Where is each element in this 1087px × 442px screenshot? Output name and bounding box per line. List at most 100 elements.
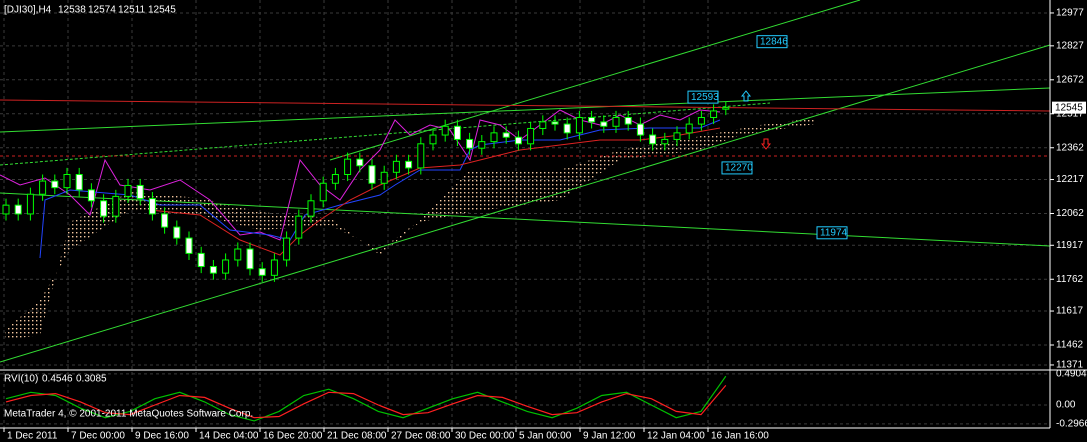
y-tick-label: 12062 [1056,208,1084,219]
trend-line [0,87,1051,133]
candle-body [612,117,620,127]
y-tick-label: 11462 [1056,340,1084,351]
rvi-signal-line [5,385,727,419]
candle-body [685,123,693,134]
x-tick-label: 1 Dec 2011 [7,431,58,442]
candle-body [490,132,498,143]
candle-body [344,158,352,175]
x-tick-label: 7 Dec 00:00 [71,431,125,442]
price-label-box [816,226,848,240]
candle-body [51,180,59,189]
candle-body [258,268,266,276]
candle-body [575,117,583,134]
candle-body [39,180,47,195]
candle-body [222,259,230,274]
price-label: 11974 [820,227,848,238]
candle-body [563,123,571,134]
candle-body [673,132,681,140]
candle-body [392,160,400,173]
y-tick-label: 12362 [1056,142,1084,153]
header-open: 12538 [58,5,86,16]
x-tick-label: 16 Jan 16:00 [711,431,769,442]
candle-body [478,141,486,149]
y-tick-label: 11917 [1056,240,1084,251]
price-label: 12270 [725,163,753,174]
trend-line [329,0,861,161]
candle-body [527,127,535,145]
candle-body [514,136,522,145]
rvi-title: RVI(10) [4,374,38,385]
trend-line [0,102,771,166]
price-label-box [687,90,719,104]
candle-body [624,117,632,125]
candle-body [209,266,217,274]
candle-body [87,189,95,202]
candle-body [649,134,657,145]
price-label: 12593 [691,92,719,103]
candle-body [551,121,559,125]
candle-body [368,165,376,184]
candle-body [307,200,315,217]
candle-body [453,125,461,140]
candle-body [356,158,364,167]
x-tick-label: 21 Dec 08:00 [327,431,387,442]
candle-body [234,248,242,261]
candle-body [405,160,413,169]
candle-body [441,125,449,136]
candle-body [697,117,705,125]
y-tick-label: 12517 [1056,108,1084,119]
candle-body [270,259,278,276]
y-tick-label: 12217 [1056,174,1084,185]
header-low: 12511 [118,5,146,16]
candle-body [112,195,120,217]
rvi-pane: 0.4904 0.00 -0.2966 [0,369,1087,430]
candle-body [722,107,730,110]
header-close: 12545 [148,5,176,16]
x-tick-label: 14 Dec 04:00 [199,431,259,442]
grid [0,0,1050,428]
rvi-main-value: 0.4546 [42,374,73,385]
price-label: 12846 [760,36,788,47]
x-tick-label: 30 Dec 00:00 [455,431,515,442]
y-tick-label: 12977 [1056,8,1084,19]
trend-line [0,192,1051,247]
candle-body [75,173,83,191]
trend-line [0,44,1051,363]
current-price-box [1052,101,1086,114]
x-tick-label: 5 Jan 00:00 [519,431,572,442]
candle-body [380,171,388,184]
candle-body [26,193,34,215]
candle-body [136,184,144,200]
candle-body [283,237,291,261]
x-tick-label: 9 Jan 12:00 [583,431,636,442]
ichimoku-cloud [5,118,815,340]
candle-body [466,138,474,149]
labels: 12977 12827 12672 12517 12362 12217 12062 11917… [3,8,1086,442]
current-price: 12545 [1055,102,1083,113]
price-label-box [721,161,753,175]
rvi-tick-label: 0.4904 [1056,369,1087,380]
candle-body [417,143,425,169]
copyright: MetaTrader 4, © 2001-2011 MetaQuotes Sof… [4,409,253,420]
candle-body [2,204,10,215]
candle-body [148,198,156,215]
candle-body [173,226,181,239]
y-tick-label: 11762 [1056,274,1084,285]
candle-body [539,121,547,129]
price-label-box [756,35,788,49]
symbol: [DJI30],H4 [4,5,52,16]
candle-body [710,110,718,119]
candle-body [246,248,254,270]
x-tick-label: 27 Dec 08:00 [391,431,451,442]
candle-body [429,134,437,145]
candle-body [295,215,303,239]
candle-body [661,138,669,145]
rvi-signal-value: 0.3085 [76,374,107,385]
x-tick-label: 12 Jan 04:00 [647,431,705,442]
candle-body [197,252,205,268]
candle-body [100,200,108,217]
candle-body [124,184,132,197]
